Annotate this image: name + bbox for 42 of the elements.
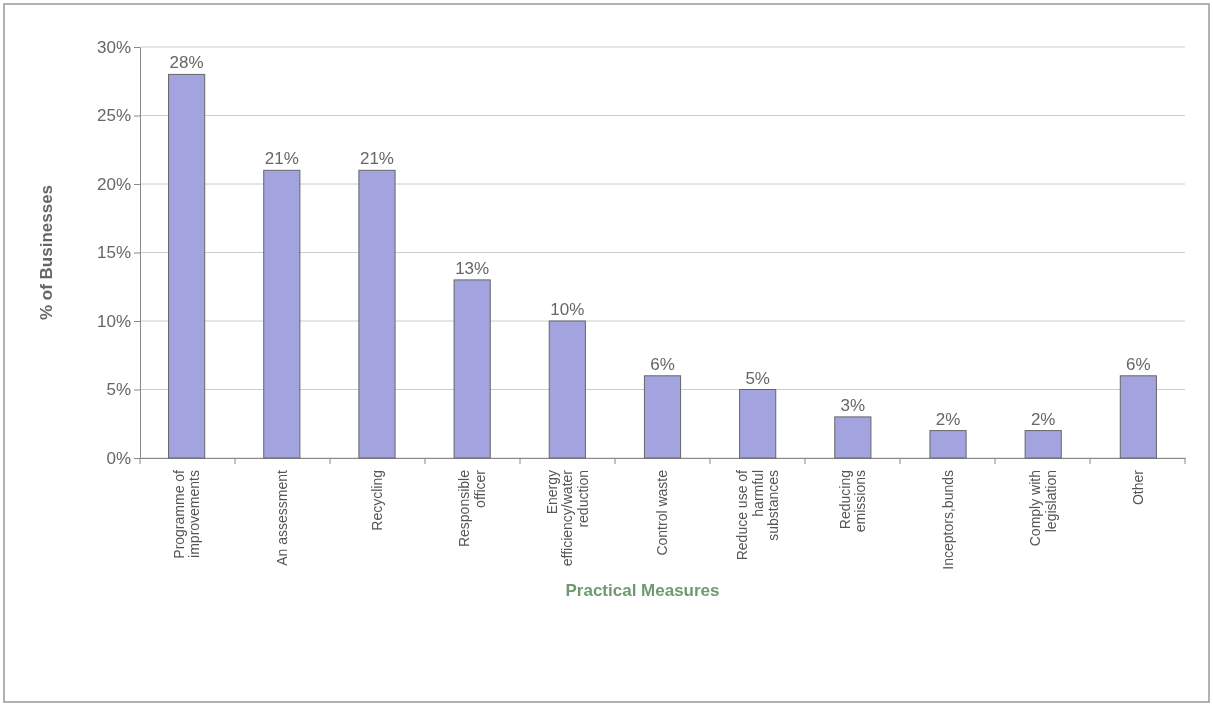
bar [453, 279, 491, 459]
y-tick-label: 25% [96, 106, 131, 126]
x-tick-label: Programme of improvements [170, 469, 203, 559]
data-label: 5% [745, 368, 770, 388]
x-tick-label: Responsible officer [456, 469, 488, 548]
x-tick-label: Inceptors,bunds [939, 470, 956, 570]
data-label: 13% [455, 258, 490, 278]
bar [1024, 430, 1062, 459]
x-tick-label: Recycling [368, 470, 385, 531]
bar [168, 73, 206, 459]
data-label: 6% [1126, 354, 1151, 374]
bar [358, 169, 396, 459]
data-label: 2% [1030, 409, 1056, 429]
x-axis-title: Practical Measures [565, 580, 720, 600]
data-label: 3% [840, 395, 866, 415]
y-tick-label: 15% [96, 243, 131, 263]
bar [1119, 375, 1157, 459]
y-tick-label: 30% [96, 37, 131, 57]
x-tick-label: Reduce use of harmful substances [734, 469, 781, 561]
bar [643, 375, 682, 459]
data-label: 28% [169, 53, 204, 73]
bar [739, 389, 777, 459]
data-label: 21% [264, 149, 299, 169]
bar [834, 416, 872, 459]
data-label: 6% [650, 354, 675, 374]
data-label: 10% [550, 300, 585, 319]
bar [263, 169, 301, 459]
y-tick-label: 0% [106, 448, 131, 468]
y-axis-title: % of Businesses [37, 184, 56, 321]
data-label: 21% [359, 149, 394, 169]
y-tick-label: 5% [106, 380, 131, 400]
x-tick-label: Other [1130, 469, 1147, 506]
x-tick-label: Comply with legislation [1027, 470, 1059, 547]
y-tick-label: 10% [96, 311, 131, 331]
x-tick-label: Energy efficiency/water reduction [543, 469, 591, 567]
bar [929, 430, 967, 459]
x-tick-label: Reducing emissions [837, 470, 869, 533]
y-tick-label: 20% [96, 174, 131, 194]
x-tick-label: Control waste [654, 469, 671, 556]
data-label: 2% [935, 409, 961, 429]
bar [548, 320, 586, 459]
x-tick-label: An assessment [273, 469, 290, 566]
